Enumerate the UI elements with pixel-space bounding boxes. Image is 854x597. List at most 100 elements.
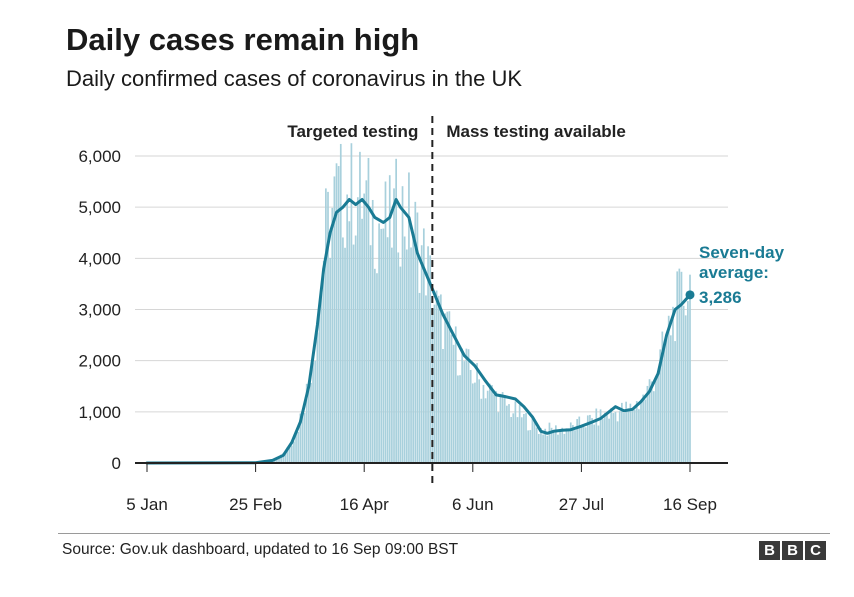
- daily-case-bar: [684, 315, 687, 463]
- daily-case-bar: [625, 401, 627, 463]
- daily-case-bar: [486, 390, 489, 463]
- daily-case-bar: [405, 249, 408, 463]
- daily-case-bar: [531, 416, 534, 463]
- daily-case-bar: [435, 290, 438, 463]
- daily-case-bar: [327, 191, 329, 463]
- x-tick-label: 16 Sep: [663, 495, 717, 514]
- daily-case-bar: [599, 409, 602, 463]
- daily-case-bar: [408, 172, 410, 463]
- daily-case-bar: [663, 343, 666, 463]
- daily-case-bar: [442, 349, 444, 463]
- daily-case-bar: [606, 415, 608, 463]
- daily-case-bar: [427, 246, 429, 463]
- daily-case-bar: [418, 292, 421, 463]
- daily-case-bar: [680, 271, 683, 463]
- daily-case-bar: [631, 410, 634, 463]
- daily-case-bar: [493, 394, 495, 463]
- daily-case-bar: [565, 428, 568, 463]
- daily-case-bar: [452, 344, 455, 463]
- daily-case-bar: [508, 404, 510, 463]
- daily-case-bar: [667, 315, 670, 463]
- daily-case-bar: [563, 433, 566, 463]
- daily-case-bar: [293, 441, 295, 463]
- daily-case-bar: [431, 314, 434, 463]
- daily-case-bar: [646, 385, 649, 463]
- daily-case-bar: [484, 398, 487, 463]
- daily-case-bar: [380, 228, 383, 463]
- daily-case-bar: [535, 427, 538, 463]
- daily-case-bar: [582, 427, 585, 463]
- daily-case-bar: [310, 382, 312, 463]
- daily-case-bar: [687, 301, 689, 463]
- daily-case-bar: [335, 163, 338, 464]
- daily-case-bar: [574, 430, 576, 463]
- cases-chart: 0 1,000 2,000 3,000 4,000 5,000 6,000 5 Jan 25 F…: [78, 116, 785, 514]
- daily-case-bar: [446, 311, 449, 463]
- daily-case-bar: [401, 186, 404, 463]
- daily-case-bar: [616, 421, 619, 463]
- daily-case-bar: [559, 429, 561, 463]
- daily-case-bar: [623, 412, 625, 463]
- average-annotation-text: 3,286: [699, 288, 742, 307]
- daily-case-bar: [586, 415, 589, 463]
- daily-case-bar: [661, 331, 664, 463]
- daily-case-bar: [280, 454, 282, 463]
- daily-case-bar: [689, 274, 691, 463]
- bbc-logo: B B C: [759, 541, 826, 560]
- daily-case-bar: [665, 334, 668, 463]
- daily-case-bar: [544, 428, 547, 463]
- daily-case-bar: [471, 383, 474, 463]
- targeted-testing-label: Targeted testing: [287, 122, 418, 141]
- daily-case-bar: [584, 427, 587, 463]
- daily-case-bar: [393, 188, 395, 463]
- daily-case-bar: [331, 207, 334, 463]
- daily-case-bar: [591, 418, 593, 463]
- daily-case-bar: [301, 416, 304, 463]
- daily-case-bar: [395, 158, 397, 463]
- daily-case-bar: [356, 197, 359, 463]
- daily-case-bar: [640, 402, 642, 463]
- daily-case-bar: [608, 418, 610, 463]
- y-tick-label: 6,000: [78, 147, 121, 166]
- daily-case-bar: [561, 427, 564, 463]
- daily-case-bar: [552, 432, 555, 463]
- daily-case-bar: [346, 194, 349, 463]
- daily-case-bar: [325, 188, 327, 463]
- y-tick-label: 1,000: [78, 403, 121, 422]
- seven-day-average-series: [145, 198, 692, 465]
- daily-case-bar: [333, 176, 336, 463]
- daily-case-bar: [542, 434, 544, 463]
- daily-case-bar: [276, 457, 278, 463]
- daily-case-bar: [450, 334, 453, 463]
- daily-case-bar: [359, 151, 361, 464]
- daily-case-bar: [288, 446, 291, 463]
- daily-case-bar: [548, 422, 551, 463]
- mass-testing-label: Mass testing available: [446, 122, 626, 141]
- daily-case-bar: [420, 245, 423, 463]
- y-tick-label: 0: [112, 454, 121, 473]
- daily-case-bar: [433, 304, 436, 463]
- daily-case-bar: [597, 425, 600, 463]
- daily-case-bar: [520, 417, 523, 463]
- daily-case-bar: [655, 376, 657, 463]
- daily-case-bar: [482, 384, 485, 463]
- daily-case-bar: [371, 199, 374, 464]
- daily-case-bar: [299, 413, 302, 463]
- daily-case-bar: [499, 393, 502, 463]
- daily-case-bar: [337, 166, 340, 464]
- x-tick-label: 5 Jan: [126, 495, 168, 514]
- daily-case-bar: [361, 218, 363, 463]
- daily-case-bar: [510, 416, 512, 463]
- daily-case-bar: [642, 394, 644, 463]
- y-tick-label: 3,000: [78, 301, 121, 320]
- axes: 0 1,000 2,000 3,000 4,000 5,000 6,000 5 Jan 25 F…: [78, 147, 728, 514]
- daily-case-bar: [307, 380, 310, 463]
- daily-case-bar: [676, 271, 679, 463]
- daily-case-bar: [352, 244, 355, 463]
- daily-case-bar: [437, 295, 440, 463]
- daily-case-bar: [629, 403, 632, 463]
- y-tick-label: 2,000: [78, 352, 121, 371]
- daily-case-bar: [578, 416, 581, 463]
- daily-case-bar: [465, 348, 468, 463]
